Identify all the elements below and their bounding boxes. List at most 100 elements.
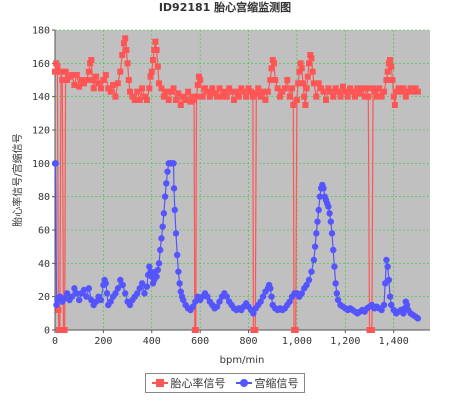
data-point: [175, 90, 182, 97]
data-point: [250, 310, 257, 317]
data-point: [209, 85, 216, 92]
data-point: [185, 88, 192, 95]
data-point: [400, 85, 407, 92]
x-axis-title: bpm/min: [220, 355, 265, 366]
data-point: [395, 85, 402, 92]
data-point: [85, 68, 92, 75]
data-point: [391, 102, 398, 108]
data-point: [154, 266, 162, 274]
data-point: [326, 210, 333, 217]
data-point: [354, 85, 361, 92]
data-point: [286, 298, 293, 305]
data-point: [385, 60, 392, 67]
data-point: [262, 97, 269, 103]
data-point: [277, 93, 283, 100]
data-point: [88, 57, 95, 63]
data-point: [112, 290, 119, 297]
data-point: [173, 251, 181, 259]
data-point: [267, 77, 274, 83]
data-point: [123, 47, 130, 53]
data-point: [136, 97, 143, 103]
data-point: [199, 93, 206, 100]
data-point: [83, 293, 90, 300]
data-point: [195, 73, 202, 80]
data-point: [337, 93, 344, 100]
data-point: [180, 296, 187, 304]
series-0: [52, 35, 421, 333]
data-point: [62, 68, 69, 75]
data-point: [73, 72, 80, 78]
data-point: [75, 296, 83, 304]
data-point: [153, 47, 160, 53]
data-point: [120, 40, 127, 47]
data-point: [136, 285, 143, 292]
data-point: [304, 73, 311, 80]
data-point: [164, 168, 171, 175]
data-point: [139, 85, 146, 92]
data-point: [352, 93, 358, 100]
data-point: [160, 93, 167, 100]
data-point: [298, 65, 305, 72]
data-point: [274, 85, 281, 92]
data-point: [397, 88, 404, 95]
data-point: [193, 93, 200, 100]
data-point: [102, 72, 109, 78]
data-point: [297, 60, 304, 67]
data-point: [405, 88, 412, 95]
data-point: [402, 93, 409, 100]
data-point: [170, 85, 177, 92]
data-point: [110, 82, 117, 88]
y-tick-label: 120: [32, 126, 50, 137]
data-point: [252, 327, 259, 333]
data-point: [143, 283, 151, 290]
data-point: [310, 256, 318, 264]
data-point: [89, 77, 96, 83]
data-point: [286, 93, 293, 100]
data-point: [141, 93, 148, 100]
data-point: [87, 60, 94, 67]
data-point: [59, 77, 66, 83]
data-point: [175, 268, 182, 275]
data-point: [403, 301, 411, 309]
data-point: [134, 88, 141, 95]
data-point: [53, 301, 60, 309]
data-point: [318, 85, 325, 92]
data-point: [313, 230, 320, 237]
data-point: [223, 93, 230, 100]
data-point: [56, 327, 63, 333]
data-point: [168, 88, 175, 95]
data-point: [211, 90, 218, 97]
data-point: [257, 93, 264, 100]
data-point: [182, 97, 189, 103]
data-point: [54, 63, 61, 70]
data-point: [344, 93, 351, 100]
data-point: [92, 298, 100, 305]
data-point: [107, 88, 114, 95]
data-point: [332, 85, 339, 92]
data-point: [171, 206, 178, 214]
data-point: [80, 286, 88, 294]
data-point: [149, 57, 156, 63]
data-point: [327, 88, 334, 95]
data-point: [320, 88, 327, 95]
data-point: [83, 77, 90, 83]
data-point: [335, 88, 342, 95]
data-point: [134, 290, 141, 297]
data-point: [267, 285, 274, 292]
data-point: [259, 293, 267, 300]
data-point: [293, 97, 300, 103]
data-point: [384, 263, 391, 270]
data-point: [124, 60, 131, 67]
data-point: [76, 83, 83, 90]
data-point: [356, 90, 363, 97]
data-point: [161, 193, 169, 200]
data-point: [368, 327, 375, 333]
data-point: [349, 88, 356, 95]
data-point: [81, 80, 88, 87]
chart-title: ID92181 胎心宫缩监测图: [159, 0, 291, 14]
data-point: [216, 298, 223, 305]
data-point: [380, 301, 388, 309]
data-point: [191, 97, 198, 103]
x-tick-label: 1,200: [330, 336, 360, 347]
data-point: [407, 85, 414, 92]
